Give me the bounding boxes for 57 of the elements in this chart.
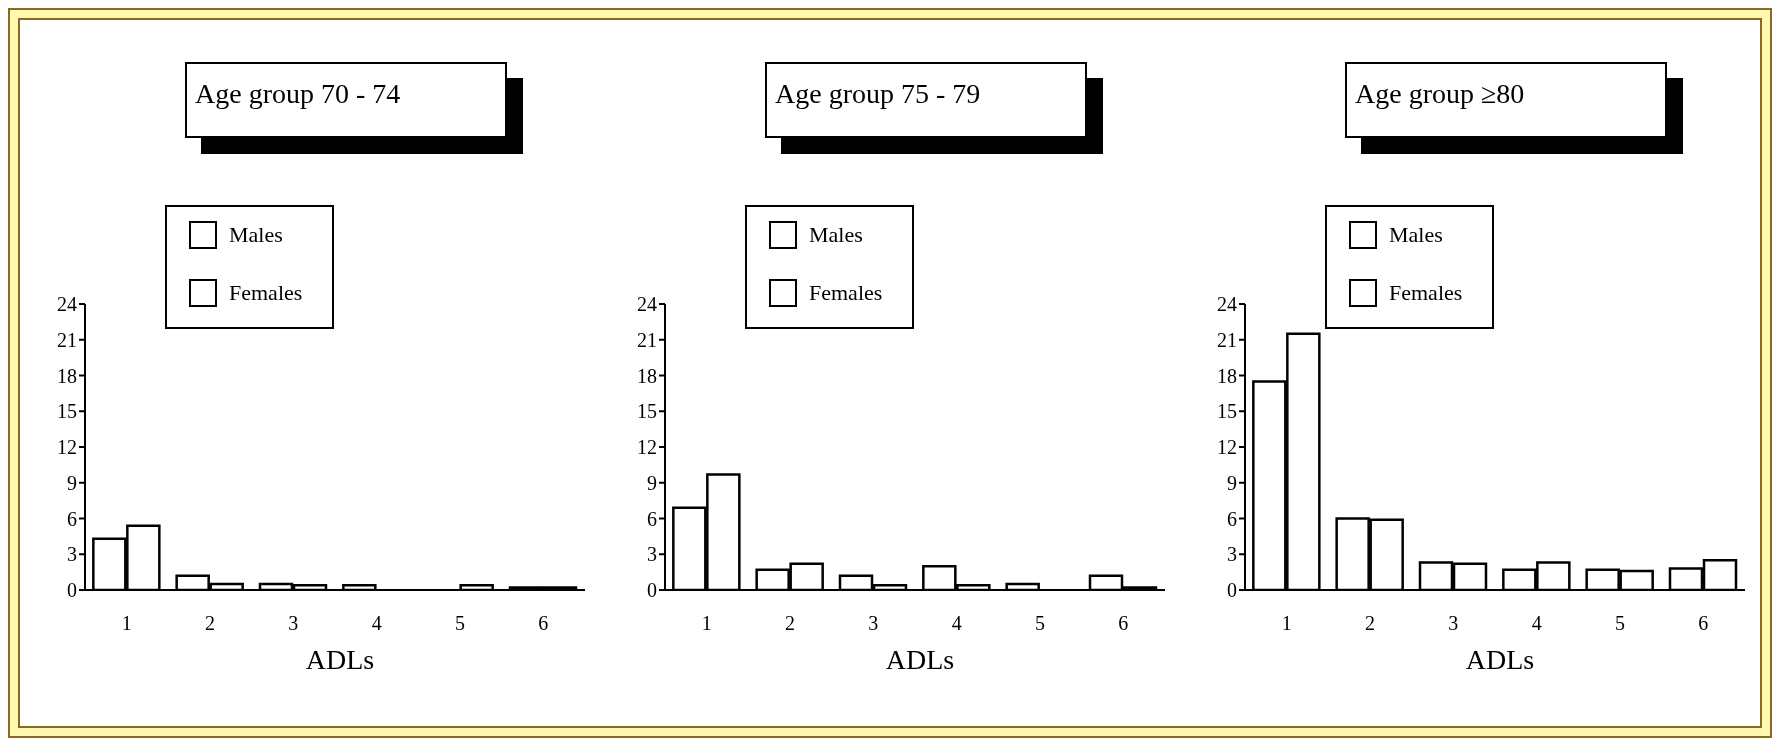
chart-title: Age group ≥80 [1345,62,1667,138]
x-tick-label: 2 [785,612,795,635]
x-tick-label: 3 [288,612,299,635]
y-tick-label: 18 [1217,364,1237,387]
y-tick-label: 6 [647,507,657,530]
y-tick-label: 15 [1217,400,1237,423]
legend-label: Males [809,222,863,248]
legend-label: Females [1389,280,1463,306]
x-tick-label: 6 [538,612,549,635]
y-tick-label: 3 [67,543,77,566]
x-tick-label: 1 [1281,612,1292,635]
legend-label: Females [809,280,883,306]
y-tick-label: 21 [637,328,657,351]
y-tick-label: 12 [57,436,77,459]
x-axis-title: ADLs [884,644,956,676]
y-tick-label: 21 [1217,328,1237,351]
y-tick-label: 9 [1227,471,1237,494]
y-tick-label: 15 [57,400,77,423]
x-axis-title: ADLs [1464,644,1536,676]
chart-title: Age group 70 - 74 [185,62,507,138]
x-tick-label: 6 [1698,612,1709,635]
x-tick-label: 1 [701,612,712,635]
y-tick-label: 24 [1217,293,1237,316]
x-tick-label: 2 [1365,612,1375,635]
y-tick-label: 0 [1227,579,1237,602]
y-tick-label: 12 [637,436,657,459]
x-tick-label: 4 [951,612,962,635]
x-tick-label: 5 [455,612,465,635]
y-tick-label: 9 [67,471,77,494]
legend-label: Females [229,280,303,306]
y-tick-label: 0 [647,579,657,602]
x-tick-label: 5 [1035,612,1045,635]
x-tick-label: 5 [1615,612,1625,635]
x-tick-label: 6 [1118,612,1129,635]
x-tick-label: 4 [1531,612,1542,635]
y-tick-label: 21 [57,328,77,351]
x-tick-label: 3 [1448,612,1459,635]
y-tick-label: 0 [67,579,77,602]
y-tick-label: 24 [637,293,657,316]
y-tick-label: 12 [1217,436,1237,459]
x-tick-label: 1 [121,612,132,635]
y-tick-label: 15 [637,400,657,423]
y-tick-label: 6 [67,507,77,530]
chart-title: Age group 75 - 79 [765,62,1087,138]
x-tick-label: 3 [868,612,879,635]
x-tick-label: 2 [205,612,215,635]
y-tick-label: 3 [1227,543,1237,566]
y-tick-label: 18 [57,364,77,387]
y-tick-label: 6 [1227,507,1237,530]
x-axis-title: ADLs [304,644,376,676]
x-tick-label: 4 [371,612,382,635]
y-tick-label: 9 [647,471,657,494]
y-tick-label: 18 [637,364,657,387]
y-tick-label: 3 [647,543,657,566]
legend-label: Males [229,222,283,248]
y-tick-label: 24 [57,293,77,316]
legend-label: Males [1389,222,1443,248]
